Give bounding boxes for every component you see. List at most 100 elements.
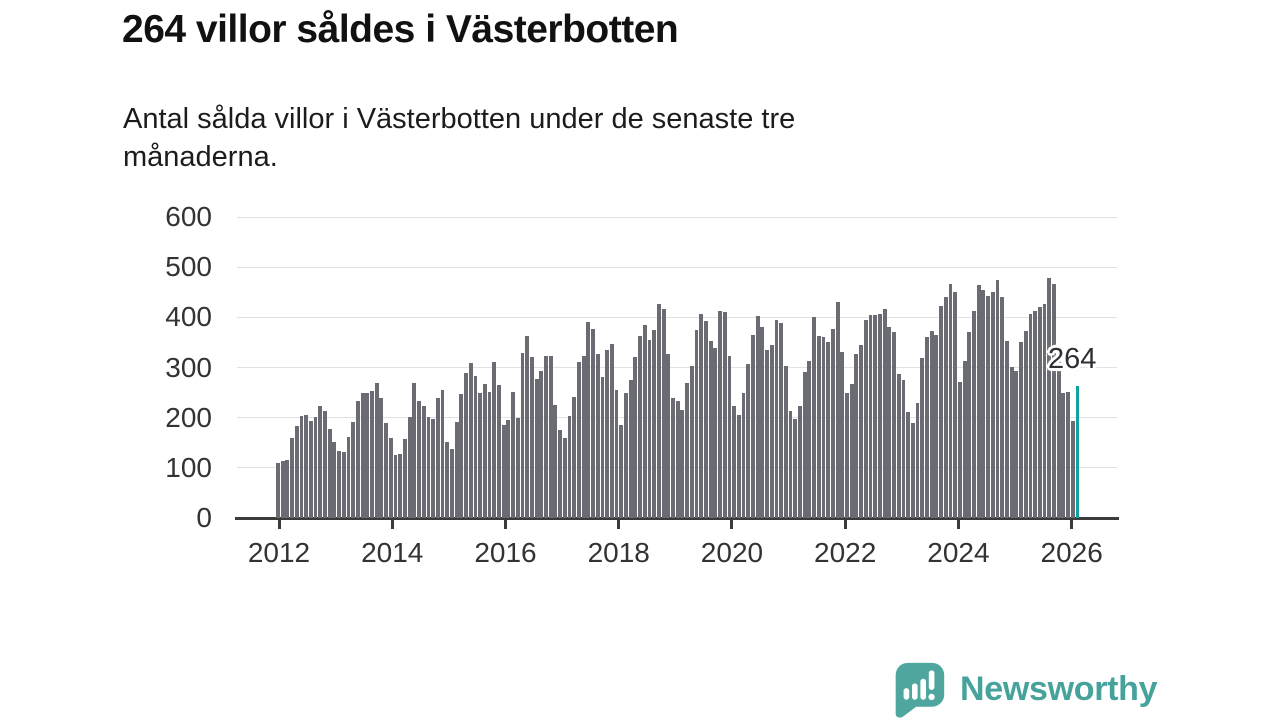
bar xyxy=(280,461,285,518)
bar xyxy=(384,423,389,518)
bar xyxy=(360,392,365,518)
bar xyxy=(694,330,699,518)
bar xyxy=(929,330,934,518)
bar xyxy=(534,378,539,518)
bar xyxy=(468,362,473,518)
bar xyxy=(910,422,915,518)
bar xyxy=(812,317,816,518)
bar xyxy=(558,429,563,518)
bar xyxy=(990,292,995,518)
bar xyxy=(948,284,953,518)
y-tick-label-400: 400 xyxy=(165,301,212,333)
bar xyxy=(351,422,356,518)
gridline-300 xyxy=(237,367,1117,368)
bar xyxy=(440,389,445,518)
x-tick-2022 xyxy=(843,520,847,529)
bar xyxy=(515,418,520,518)
bar xyxy=(398,453,403,518)
bar xyxy=(1061,393,1066,518)
bar xyxy=(327,429,332,518)
bar xyxy=(1066,391,1070,518)
bar xyxy=(689,365,694,518)
x-tick-label-2022: 2022 xyxy=(814,537,877,568)
bar xyxy=(285,460,290,518)
bar xyxy=(746,363,751,518)
x-tick-label-2016: 2016 xyxy=(474,537,537,568)
bar xyxy=(586,322,591,518)
bar xyxy=(718,310,722,518)
bar xyxy=(520,353,525,518)
bar xyxy=(478,392,483,518)
bar xyxy=(370,391,374,518)
highlight-value-label: 264 xyxy=(1048,343,1097,375)
bar xyxy=(685,383,690,518)
bar xyxy=(727,355,732,518)
bar xyxy=(492,361,497,518)
bar xyxy=(445,441,450,518)
bar xyxy=(821,336,826,518)
x-axis-line xyxy=(235,517,1119,520)
bar xyxy=(849,383,854,518)
bar xyxy=(614,390,619,518)
bar xyxy=(544,355,548,518)
y-tick-label-500: 500 xyxy=(165,251,212,283)
bar xyxy=(323,410,327,518)
newsworthy-wordmark: Newsworthy xyxy=(960,669,1158,708)
bar xyxy=(355,401,360,518)
gridline-400 xyxy=(237,316,1117,318)
bar xyxy=(548,355,553,518)
bar xyxy=(412,382,417,518)
bar xyxy=(703,320,708,518)
bar xyxy=(567,416,572,518)
bar xyxy=(736,414,741,518)
bar xyxy=(1052,284,1056,518)
bar xyxy=(379,398,384,518)
y-tick-label-0: 0 xyxy=(196,502,212,533)
bar xyxy=(609,343,614,518)
bar xyxy=(1004,340,1009,518)
bar xyxy=(859,345,864,518)
bar xyxy=(464,372,468,518)
bar xyxy=(972,311,976,518)
bar xyxy=(722,311,727,518)
bar xyxy=(450,448,454,518)
bar xyxy=(591,328,595,518)
bar xyxy=(845,393,849,518)
bar xyxy=(953,292,958,518)
bar xyxy=(661,308,666,518)
bar xyxy=(407,417,412,518)
bar xyxy=(1042,304,1047,518)
bar xyxy=(652,330,657,518)
bar xyxy=(435,397,440,518)
x-tick-2012 xyxy=(277,520,281,529)
page-title: 264 villor såldes i Västerbotten xyxy=(122,8,679,51)
bar xyxy=(943,297,948,518)
bar xyxy=(760,327,765,518)
bar xyxy=(374,382,379,518)
bar xyxy=(482,383,487,518)
bar xyxy=(1014,370,1019,518)
bar xyxy=(605,350,610,518)
bar xyxy=(304,414,309,518)
y-tick-label-100: 100 xyxy=(165,451,212,483)
bar xyxy=(553,405,558,518)
bar xyxy=(788,411,793,518)
bar xyxy=(1056,345,1061,518)
bar xyxy=(934,335,939,518)
bar xyxy=(1028,314,1033,518)
bar xyxy=(769,345,774,518)
bar xyxy=(562,437,567,518)
bar xyxy=(638,336,642,518)
bar xyxy=(962,360,967,518)
y-tick-label-600: 600 xyxy=(165,201,212,232)
bar xyxy=(624,393,628,518)
bar xyxy=(595,354,600,518)
x-tick-2020 xyxy=(730,520,734,529)
bar xyxy=(892,331,896,518)
x-tick-label-2018: 2018 xyxy=(587,537,650,568)
bar xyxy=(802,371,807,518)
bar xyxy=(299,415,304,518)
bar xyxy=(628,379,633,518)
bar xyxy=(868,315,873,518)
